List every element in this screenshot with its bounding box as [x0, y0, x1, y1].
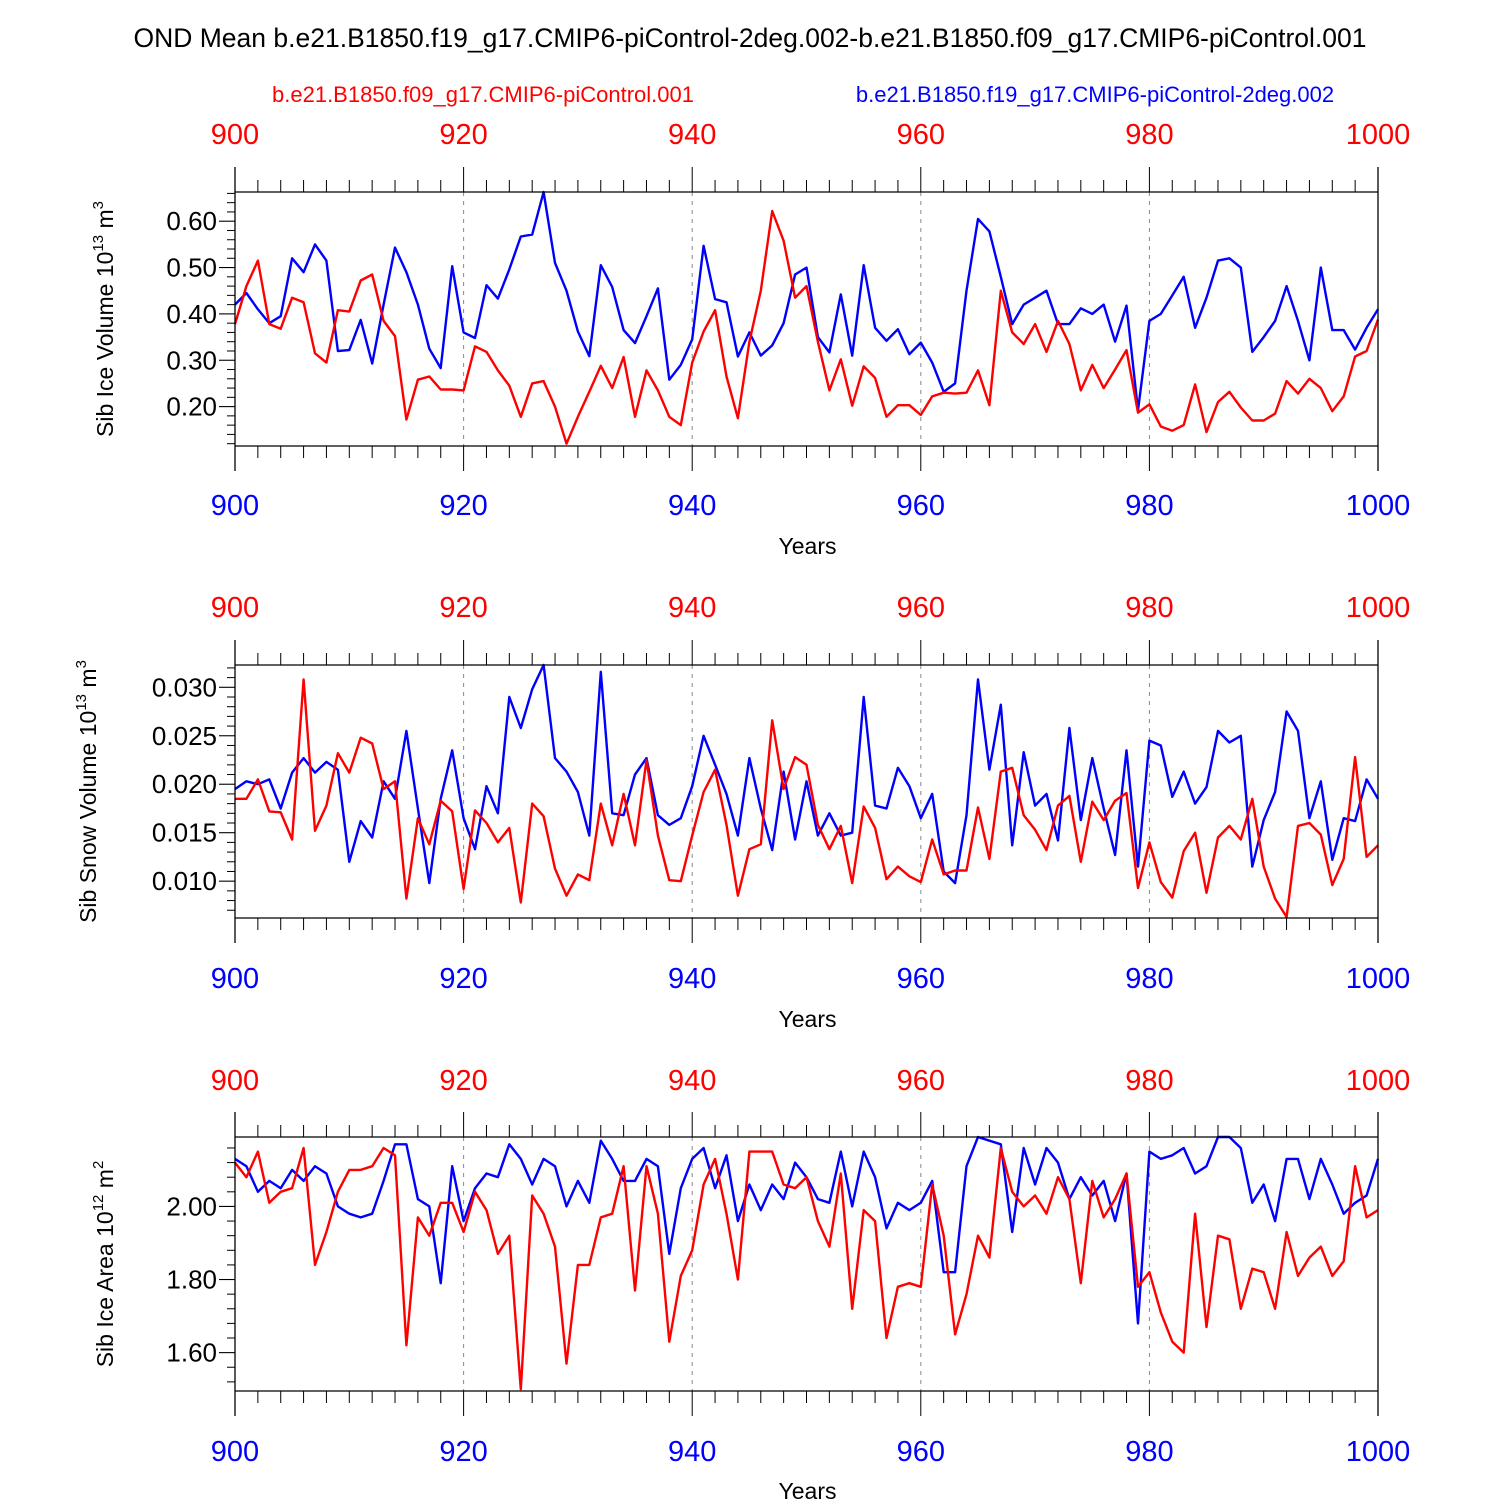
x-tick-label-top: 940 — [668, 119, 716, 151]
x-tick-label-top: 980 — [1125, 1065, 1173, 1097]
x-tick-label-top: 920 — [439, 592, 487, 624]
x-tick-label-bottom: 1000 — [1346, 963, 1411, 995]
x-tick-label-top: 900 — [211, 119, 259, 151]
y-axis-label: Sib Ice Area 1012 m2 — [90, 1161, 118, 1368]
y-tick-label: 0.030 — [152, 672, 217, 702]
x-tick-label-top: 1000 — [1346, 592, 1411, 624]
x-tick-label-top: 940 — [668, 592, 716, 624]
y-tick-label: 1.60 — [166, 1338, 217, 1368]
x-tick-label-bottom: 900 — [211, 1436, 259, 1468]
x-tick-label-top: 920 — [439, 1065, 487, 1097]
y-tick-label: 0.60 — [166, 206, 217, 236]
x-tick-label-bottom: 920 — [439, 963, 487, 995]
x-tick-label-bottom: 1000 — [1346, 1436, 1411, 1468]
series-line-blue — [234, 663, 1380, 885]
chart-panels: 0.20 0.30 0.40 0.50 0.60 900 900 920 920 940 940 96… — [73, 119, 1410, 1500]
x-tick-label-bottom: 1000 — [1346, 490, 1411, 522]
series-line-red — [234, 1146, 1379, 1391]
y-tick-label: 2.00 — [166, 1191, 217, 1221]
x-tick-label-top: 980 — [1125, 119, 1173, 151]
x-tick-label-top: 980 — [1125, 592, 1173, 624]
x-axis-label: Years — [779, 1478, 837, 1500]
x-tick-label-bottom: 960 — [897, 490, 945, 522]
x-tick-label-bottom: 900 — [211, 963, 259, 995]
y-tick-label: 0.30 — [166, 345, 217, 375]
series-line-red — [235, 678, 1379, 919]
x-tick-label-bottom: 980 — [1125, 963, 1173, 995]
x-axis-label: Years — [779, 533, 837, 559]
chart-panel-3: 1.60 1.80 2.00 900 900 920 920 940 940 960 960 980 9… — [90, 1065, 1410, 1500]
x-tick-label-bottom: 980 — [1125, 490, 1173, 522]
x-tick-label-bottom: 960 — [897, 1436, 945, 1468]
legend-red-label: b.e21.B1850.f09_g17.CMIP6-piControl.001 — [272, 82, 694, 107]
x-tick-label-bottom: 980 — [1125, 1436, 1173, 1468]
x-tick-label-top: 900 — [211, 1065, 259, 1097]
x-tick-label-bottom: 940 — [668, 490, 716, 522]
x-tick-label-bottom: 900 — [211, 490, 259, 522]
y-tick-label: 0.50 — [166, 253, 217, 283]
chart-panel-2: 0.010 0.015 0.020 0.025 0.030 900 900 920 920 940… — [73, 592, 1410, 1032]
x-tick-label-top: 1000 — [1346, 119, 1411, 151]
x-tick-label-bottom: 920 — [439, 1436, 487, 1468]
chart-panel-1: 0.20 0.30 0.40 0.50 0.60 900 900 920 920 940 940 96… — [90, 119, 1410, 559]
y-tick-label: 0.010 — [152, 866, 217, 896]
y-tick-label: 0.20 — [166, 392, 217, 422]
x-axis-label: Years — [779, 1006, 837, 1032]
y-tick-label: 0.40 — [166, 299, 217, 329]
x-tick-label-bottom: 940 — [668, 963, 716, 995]
x-tick-label-top: 900 — [211, 592, 259, 624]
x-tick-label-bottom: 960 — [897, 963, 945, 995]
x-tick-label-bottom: 920 — [439, 490, 487, 522]
y-axis-label: Sib Snow Volume 1013 m3 — [73, 660, 101, 923]
legend-blue-label: b.e21.B1850.f19_g17.CMIP6-piControl-2deg… — [856, 82, 1334, 107]
series-line-red — [233, 209, 1380, 445]
x-tick-label-top: 920 — [439, 119, 487, 151]
x-tick-label-top: 1000 — [1346, 1065, 1411, 1097]
x-tick-label-top: 960 — [897, 119, 945, 151]
y-axis-label: Sib Ice Volume 1013 m3 — [90, 201, 118, 437]
series-line-blue — [234, 190, 1380, 412]
figure-title: OND Mean b.e21.B1850.f19_g17.CMIP6-piCon… — [133, 23, 1366, 53]
x-tick-label-top: 960 — [897, 1065, 945, 1097]
x-tick-label-top: 960 — [897, 592, 945, 624]
y-tick-label: 1.80 — [166, 1265, 217, 1295]
y-tick-label: 0.025 — [152, 721, 217, 751]
x-tick-label-bottom: 940 — [668, 1436, 716, 1468]
y-tick-label: 0.020 — [152, 769, 217, 799]
x-tick-label-top: 940 — [668, 1065, 716, 1097]
y-tick-label: 0.015 — [152, 818, 217, 848]
series-line-blue — [234, 1135, 1380, 1325]
